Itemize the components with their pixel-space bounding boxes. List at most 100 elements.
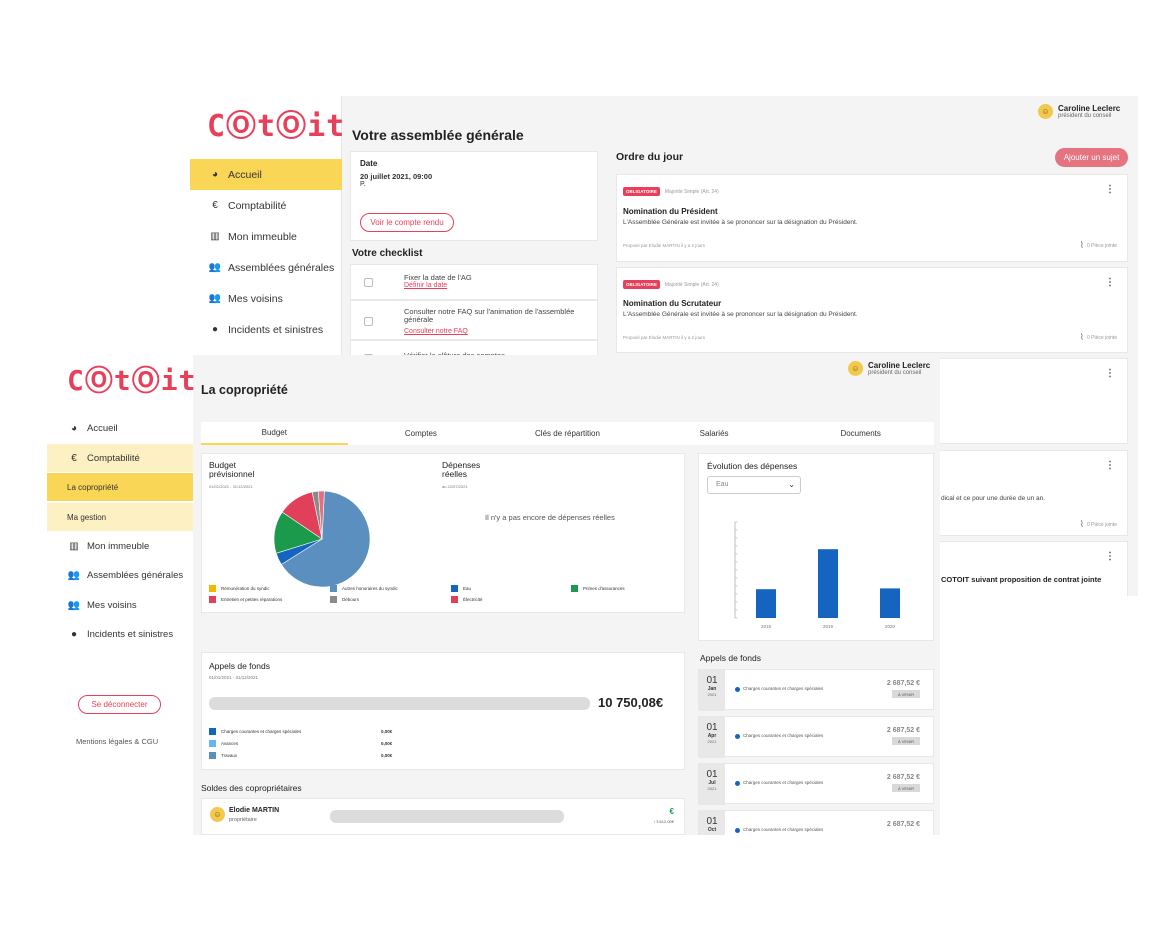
fund-amount: 2 687,52 € xyxy=(886,727,920,734)
tab-salaries[interactable]: Salariés xyxy=(699,429,729,438)
pie-slice-entretien-et-petites-r-parations xyxy=(317,490,325,540)
fund-amount: 2 687,52 € xyxy=(886,774,920,781)
sidebar-item-label: Assemblées générales xyxy=(228,261,335,274)
fund-call-item[interactable]: 01 Oct Charges courantes et charges spéc… xyxy=(698,810,934,835)
fund-year: 2021 xyxy=(707,692,717,697)
legend-swatch xyxy=(209,585,216,592)
more-icon[interactable]: ⋮ xyxy=(1105,551,1115,562)
fund-label: Charges courantes et charges spéciales xyxy=(743,827,824,832)
attachments[interactable]: ⌇ 0 Pièce jointe xyxy=(1080,519,1117,530)
sidebar-item-immeuble[interactable]: ▥ Mon immeuble xyxy=(190,221,342,252)
more-icon[interactable]: ⋮ xyxy=(1105,368,1115,379)
status-badge: À VENIR xyxy=(892,690,920,698)
legend-label: Entretien et petites réparations xyxy=(221,597,283,602)
sidebar-item-immeuble[interactable]: ▥ Mon immeuble xyxy=(47,532,193,560)
budget-title: Budget prévisionnel xyxy=(209,460,255,479)
owner-role: propriétaire xyxy=(229,817,257,823)
user-role: président du conseil xyxy=(868,370,922,376)
sidebar-item-comptabilite[interactable]: € Comptabilité xyxy=(47,444,193,472)
x-tick-label: 2020 xyxy=(885,624,896,629)
sidebar-subitem-copropriete[interactable]: La copropriété xyxy=(47,473,193,501)
more-icon[interactable]: ⋮ xyxy=(1105,460,1115,471)
paperclip-icon: ⌇ xyxy=(1079,332,1084,342)
sidebar-item-assemblees[interactable]: 👥 Assemblées générales xyxy=(190,252,342,283)
sidebar-item-label: Assemblées générales xyxy=(87,569,184,581)
agenda-item[interactable]: OBLIGATOIRE Majorité Simple (Art. 24) ⋮ … xyxy=(616,174,1128,262)
legend-label: Rémunération du syndic xyxy=(221,586,270,591)
more-icon[interactable]: ⋮ xyxy=(1105,277,1115,288)
logout-button[interactable]: Se déconnecter xyxy=(78,695,161,714)
add-topic-button[interactable]: Ajouter un sujet xyxy=(1055,148,1128,167)
evolution-bar-chart: 2018 2019 2020 xyxy=(734,521,900,629)
calls-card: Appels de fonds 01/01/2021 - 31/12/2021 … xyxy=(201,652,685,770)
balance-amount: € xyxy=(669,807,674,816)
legend-swatch xyxy=(571,585,578,592)
fund-call-item[interactable]: 01 Apr 2021 Charges courantes et charges… xyxy=(698,716,934,758)
legend-item: Rémunération du syndic xyxy=(209,585,270,592)
agenda-item[interactable]: OBLIGATOIRE Majorité Simple (Art. 24) ⋮ … xyxy=(616,267,1128,353)
fund-year: 2021 xyxy=(707,739,717,744)
tab-documents[interactable]: Documents xyxy=(840,429,881,438)
fund-year: 2021 xyxy=(707,786,717,791)
category-select[interactable]: Eau ⌄ xyxy=(707,476,801,494)
sidebar-item-assemblees[interactable]: 👥 Assemblées générales xyxy=(47,561,193,589)
calls-total: 10 750,08€ xyxy=(598,695,664,710)
sidebar-item-accueil[interactable]: ◕ Accueil xyxy=(47,414,193,442)
calls-row-value: 0,00€ xyxy=(381,753,393,758)
attachment-count: 0 Pièce jointe xyxy=(1086,521,1117,528)
bar-2019 xyxy=(818,549,838,618)
paperclip-icon: ⌇ xyxy=(1079,240,1084,250)
euro-icon: € xyxy=(71,452,77,464)
checklist-title: Votre checklist xyxy=(352,248,423,259)
front-sidebar: CⓄtⓄit ◕ Accueil € Comptabilité La copro… xyxy=(47,355,197,835)
legend-item: Débours xyxy=(330,596,359,603)
sidebar-item-voisins[interactable]: 👥 Mes voisins xyxy=(47,591,193,619)
sidebar-item-accueil[interactable]: ◕ Accueil xyxy=(190,159,342,190)
sidebar-item-label: Mon immeuble xyxy=(87,540,150,552)
majority-text: Majorité Simple (Art. 24) xyxy=(664,281,719,288)
evolution-card: Évolution des dépenses Eau ⌄ 2018 2019 202… xyxy=(698,453,934,641)
fund-month: Apr xyxy=(707,733,717,739)
agenda-item-title: COTOIT suivant proposition de contrat jo… xyxy=(941,575,1102,584)
sidebar-item-voisins[interactable]: 👥 Mes voisins xyxy=(190,283,342,314)
sidebar-subitem-gestion[interactable]: Ma gestion xyxy=(47,503,193,531)
mandatory-badge: OBLIGATOIRE xyxy=(623,280,660,289)
building-icon: ▥ xyxy=(210,231,220,242)
fund-date: 01 Oct xyxy=(699,811,725,835)
attachments[interactable]: ⌇ 0 Pièce jointe xyxy=(1080,240,1117,251)
page-title: Votre assemblée générale xyxy=(352,127,524,143)
home-icon: ◕ xyxy=(70,422,78,434)
sidebar-item-label: La copropriété xyxy=(67,482,119,492)
sidebar-item-label: Incidents et sinistres xyxy=(87,628,174,640)
calls-row: Travaux 0,00€ xyxy=(209,752,397,759)
user-menu[interactable]: ☺ Caroline Leclerc président du conseil xyxy=(1038,104,1120,119)
tab-budget[interactable]: Budget xyxy=(201,422,348,445)
avatar: ☺ xyxy=(210,807,225,822)
tab-comptes[interactable]: Comptes xyxy=(404,429,437,438)
tab-cles[interactable]: Clés de répartition xyxy=(535,429,600,438)
checklist-link[interactable]: Consulter notre FAQ xyxy=(404,328,468,335)
checklist-link[interactable]: Définir la date xyxy=(404,282,448,289)
budget-period: 01/01/2021 - 31/12/2021 xyxy=(209,484,253,489)
user-menu[interactable]: ☺ Caroline Leclerc président du conseil xyxy=(848,361,930,376)
attachment-count: 0 Pièce jointe xyxy=(1086,334,1117,341)
balance-row[interactable]: ☺ Elodie MARTIN propriétaire € / 3 612,0… xyxy=(201,798,685,835)
sidebar-item-incidents[interactable]: ● Incidents et sinistres xyxy=(190,314,342,345)
fund-day: 01 xyxy=(706,769,718,780)
checkbox[interactable] xyxy=(364,278,373,287)
fund-call-item[interactable]: 01 Jul 2021 Charges courantes et charges… xyxy=(698,763,934,805)
sidebar-item-incidents[interactable]: ● Incidents et sinistres xyxy=(47,620,193,648)
view-report-button[interactable]: Voir le compte rendu xyxy=(360,213,454,232)
fund-call-item[interactable]: 01 Jan 2021 Charges courantes et charges… xyxy=(698,669,934,711)
legal-link[interactable]: Mentions légales & CGU xyxy=(76,737,159,746)
bar-2018 xyxy=(756,589,776,618)
checkbox[interactable] xyxy=(364,317,373,326)
evolution-title: Évolution des dépenses xyxy=(707,461,798,471)
select-value: Eau xyxy=(716,481,729,488)
sidebar-item-comptabilite[interactable]: € Comptabilité xyxy=(190,190,342,221)
cotoit-logo: CⓄtⓄit xyxy=(67,364,197,397)
agenda-meta: OBLIGATOIRE Majorité Simple (Art. 24) xyxy=(623,187,719,196)
more-icon[interactable]: ⋮ xyxy=(1105,184,1115,195)
user-name: Caroline Leclerc xyxy=(868,361,931,370)
attachments[interactable]: ⌇ 0 Pièce jointe xyxy=(1080,332,1117,343)
